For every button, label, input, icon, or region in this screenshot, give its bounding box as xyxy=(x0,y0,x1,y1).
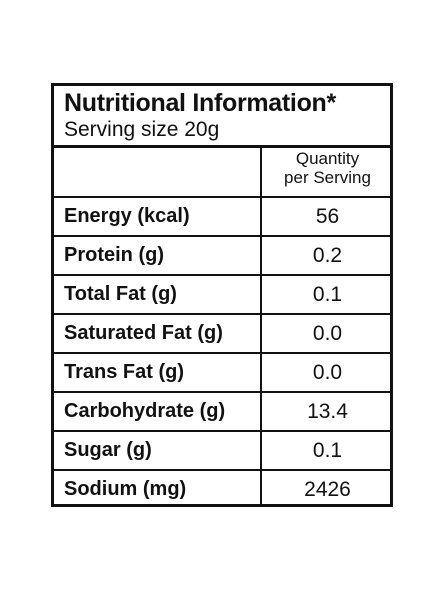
table-row: Sugar (g) 0.1 xyxy=(54,432,390,471)
label-header: Nutritional Information* Serving size 20… xyxy=(54,86,390,148)
table-row: Trans Fat (g) 0.0 xyxy=(54,354,390,393)
nutrient-name: Trans Fat (g) xyxy=(64,361,185,383)
label-title: Nutritional Information* xyxy=(64,89,336,117)
nutrient-value: 0.1 xyxy=(312,283,343,306)
column-header-row: Quantity per Serving xyxy=(54,145,390,198)
nutrient-name: Carbohydrate (g) xyxy=(64,400,226,422)
nutrient-value: 2426 xyxy=(304,478,351,501)
nutrition-label: Nutritional Information* Serving size 20… xyxy=(51,83,393,507)
nutrient-value: 56 xyxy=(315,205,340,228)
nutrient-name: Saturated Fat (g) xyxy=(64,322,223,344)
table-row: Total Fat (g) 0.1 xyxy=(54,276,390,315)
table-row: Carbohydrate (g) 13.4 xyxy=(54,393,390,432)
nutrient-name: Sugar (g) xyxy=(64,439,152,461)
table-row: Protein (g) 0.2 xyxy=(54,237,390,276)
nutrient-value: 0.0 xyxy=(312,322,343,345)
nutrient-value: 0.1 xyxy=(312,439,343,462)
column-header-line2: per Serving xyxy=(284,168,371,187)
column-header-line1: Quantity xyxy=(295,149,360,168)
nutrient-name: Total Fat (g) xyxy=(64,283,177,305)
nutrient-name: Protein (g) xyxy=(64,244,164,266)
table-row: Saturated Fat (g) 0.0 xyxy=(54,315,390,354)
nutrient-value: 0.2 xyxy=(312,244,343,267)
nutrient-name: Sodium (mg) xyxy=(64,478,187,500)
nutrient-value: 0.0 xyxy=(312,361,343,384)
serving-size: Serving size 20g xyxy=(64,118,220,141)
column-divider xyxy=(260,145,262,507)
nutrient-name: Energy (kcal) xyxy=(64,205,190,227)
table-row: Sodium (mg) 2426 xyxy=(54,471,390,510)
table-row: Energy (kcal) 56 xyxy=(54,198,390,237)
nutrient-value: 13.4 xyxy=(307,400,348,423)
quantity-column-header: Quantity per Serving xyxy=(262,149,393,187)
